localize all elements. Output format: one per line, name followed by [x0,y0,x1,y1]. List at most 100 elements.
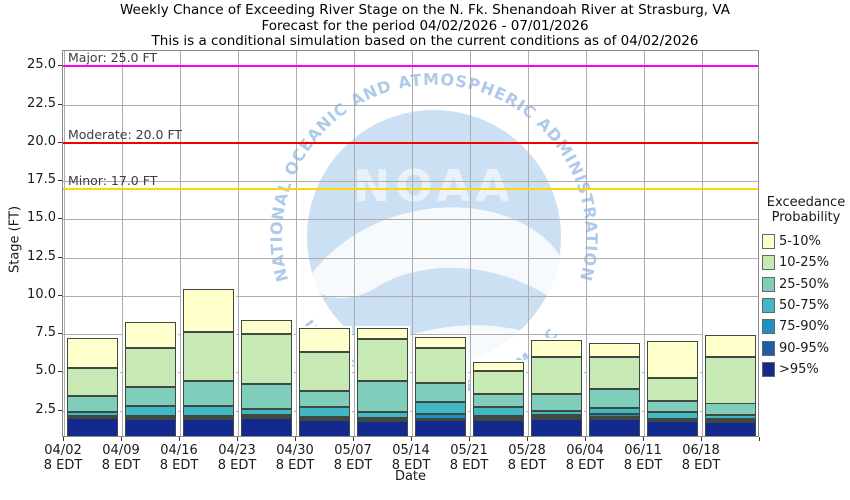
y-tick-mark [58,103,62,105]
threshold-line-moderate [63,141,758,144]
chart-note: This is a conditional simulation based o… [151,33,699,49]
bar-segment [531,415,582,418]
legend-item-95: >95% [762,359,850,380]
gridline-vertical [586,51,587,436]
x-tick-time: 8 EDT [43,458,83,473]
x-tick-label: 05/28 8 EDT [495,443,559,473]
bar-segment [241,333,292,385]
legend-label: 90-95% [779,340,830,356]
bar-segment [647,420,698,423]
y-tick-mark [58,180,62,181]
x-tick-label: 06/11 8 EDT [611,443,675,473]
x-tick-mark [179,437,180,441]
legend-items: 5-10% 10-25% 25-50% 50-75% 75-90% 90-95% >95% [762,231,850,380]
bar-segment [67,367,118,396]
x-tick-mark [295,437,296,441]
legend-label: 50-75% [779,298,830,314]
x-tick-mark [469,437,470,441]
bar-segment [241,417,292,420]
x-tick-date: 06/18 [682,443,720,458]
x-tick-time: 8 EDT [217,458,257,473]
legend-label: 75-90% [779,319,830,335]
bar-segment [183,332,234,381]
y-tick-label: 22.5 [27,95,56,111]
bar-segment [299,419,350,436]
y-tick-mark [58,256,62,258]
x-tick-mark [643,437,644,441]
legend-item-7590: 75-90% [762,316,850,337]
bar-segment [241,418,292,436]
legend-swatch [762,298,775,314]
bar-segment [415,413,466,419]
gridline-vertical [412,51,413,436]
bar-segment [531,340,582,357]
y-tick-label: 25.0 [27,57,56,73]
bar-segment [705,403,756,415]
bar-segment [473,418,524,421]
bar-04/16 [183,288,234,436]
legend-swatch [762,276,775,292]
y-tick-label: 12.5 [27,248,56,264]
x-tick-time: 8 EDT [159,458,199,473]
bar-05/07 [357,327,408,436]
y-tick-mark [58,333,62,334]
gridline-horizontal [63,104,758,106]
bar-segment [473,406,524,416]
bar-segment [531,417,582,420]
bar-segment [67,395,118,412]
bar-segment [473,415,524,419]
x-tick-date: 05/14 [392,443,430,458]
bar-segment [415,337,466,348]
x-tick-date: 05/28 [508,443,546,458]
legend-title: Exceedance Probability [766,195,846,225]
bar-segment [473,370,524,394]
gridline-vertical [528,51,529,436]
bar-segment [67,415,118,418]
bar-segment [183,415,234,419]
bar-segment [125,416,176,419]
bar-segment [415,402,466,414]
legend-swatch [762,361,775,377]
bar-segment [705,421,756,436]
bar-segment [531,418,582,436]
bar-segment [705,334,756,357]
x-tick-mark [411,437,412,441]
x-tick-mark [63,437,64,441]
gridline-horizontal [63,257,758,259]
bar-segment [589,418,640,436]
bar-segment [473,419,524,436]
x-tick-date: 04/09 [102,443,140,458]
gridline-horizontal [63,372,758,374]
threshold-label-minor: Minor: 17.0 FT [68,172,158,188]
y-tick-mark [58,141,62,143]
gridline-horizontal [63,219,758,221]
gridline-horizontal [63,410,758,412]
y-tick-label: 2.5 [35,401,56,417]
bar-segment [531,393,582,412]
x-tick-label: 04/09 8 EDT [89,443,153,473]
bar-segment [241,384,292,409]
legend-item-9095: 90-95% [762,337,850,358]
bar-segment [299,390,350,408]
y-tick-label: 5.0 [35,363,56,379]
y-tick-mark [58,409,62,411]
x-tick-time: 8 EDT [681,458,721,473]
legend-label: 10-25% [779,255,830,271]
x-tick-label: 05/21 8 EDT [437,443,501,473]
x-tick-time: 8 EDT [507,458,547,473]
x-tick-date: 04/16 [160,443,198,458]
y-tick-mark [58,371,62,373]
x-tick-time: 8 EDT [623,458,663,473]
y-tick-label: 7.5 [35,325,56,340]
chart-title: Weekly Chance of Exceeding River Stage o… [120,2,730,18]
bar-segment [183,405,234,416]
bar-segment [647,340,698,379]
bar-segment [705,421,756,424]
gridline-vertical [644,51,645,436]
x-tick-time: 8 EDT [565,458,605,473]
x-tick-mark [527,437,528,441]
threshold-label-moderate: Moderate: 20.0 FT [68,126,183,142]
bar-segment [125,405,176,417]
bar-segment [357,327,408,339]
x-tick-mark [237,437,238,441]
